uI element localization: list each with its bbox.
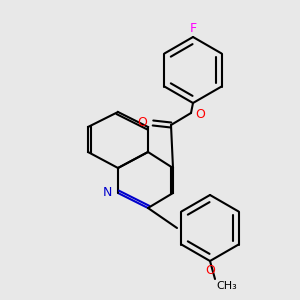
- Text: O: O: [137, 116, 147, 128]
- Text: N: N: [103, 187, 112, 200]
- Text: CH₃: CH₃: [216, 281, 237, 291]
- Text: O: O: [205, 264, 215, 277]
- Text: F: F: [189, 22, 197, 35]
- Text: O: O: [195, 107, 205, 121]
